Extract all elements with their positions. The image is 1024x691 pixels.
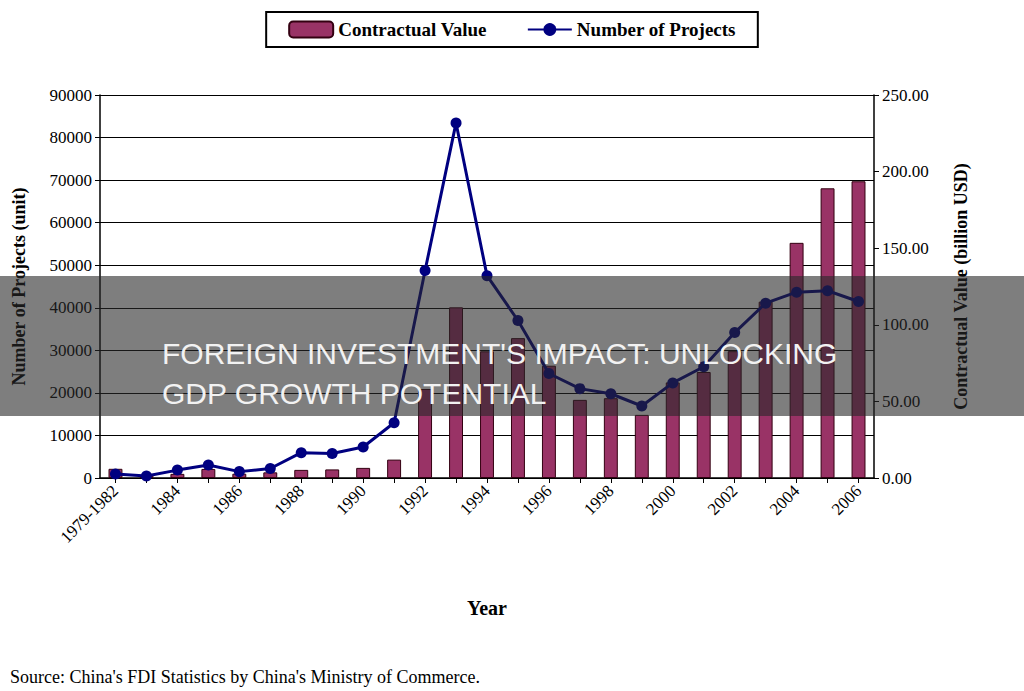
svg-text:60000: 60000 [50, 213, 93, 232]
svg-text:2000: 2000 [642, 481, 679, 518]
svg-text:1988: 1988 [271, 481, 308, 518]
svg-text:1994: 1994 [456, 481, 494, 519]
svg-text:1984: 1984 [147, 481, 185, 519]
svg-text:1979-1982: 1979-1982 [57, 481, 122, 546]
svg-text:2006: 2006 [828, 481, 865, 518]
svg-text:Contractual Value: Contractual Value [338, 19, 486, 40]
svg-text:1986: 1986 [209, 481, 246, 518]
svg-text:Number of Projects: Number of Projects [577, 19, 736, 40]
svg-text:0.00: 0.00 [882, 469, 912, 488]
svg-text:150.00: 150.00 [882, 239, 929, 258]
svg-text:GDP GROWTH POTENTIAL: GDP GROWTH POTENTIAL [162, 377, 546, 410]
svg-text:2002: 2002 [704, 481, 741, 518]
svg-text:250.00: 250.00 [882, 86, 929, 105]
svg-text:1992: 1992 [394, 481, 431, 518]
svg-text:0: 0 [84, 469, 93, 488]
svg-text:50000: 50000 [50, 256, 93, 275]
svg-text:1990: 1990 [332, 481, 369, 518]
svg-text:90000: 90000 [50, 86, 93, 105]
svg-text:FOREIGN INVESTMENT'S IMPACT: U: FOREIGN INVESTMENT'S IMPACT: UNLOCKING [162, 337, 846, 370]
svg-text:2004: 2004 [766, 481, 804, 519]
svg-text:Source: China's FDI Statistics: Source: China's FDI Statistics by China'… [10, 667, 480, 687]
svg-text:70000: 70000 [50, 171, 93, 190]
svg-text:10000: 10000 [50, 426, 93, 445]
svg-text:200.00: 200.00 [882, 162, 929, 181]
svg-text:80000: 80000 [50, 128, 93, 147]
svg-text:Year: Year [467, 597, 507, 619]
svg-text:1998: 1998 [580, 481, 617, 518]
svg-text:1996: 1996 [518, 481, 555, 518]
